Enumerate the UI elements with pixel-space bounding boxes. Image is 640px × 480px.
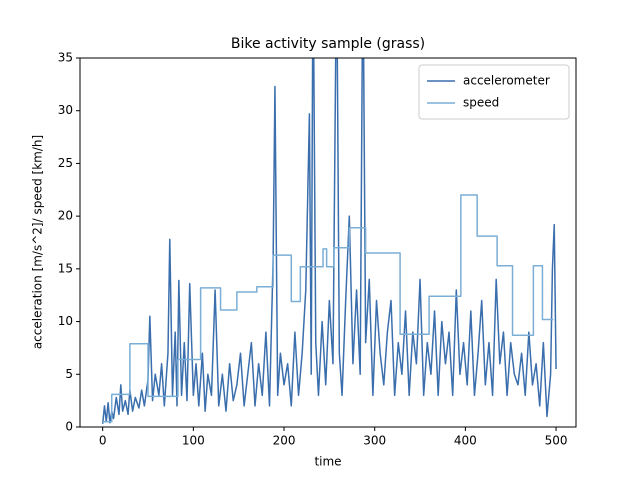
- x-tick-label: 500: [545, 434, 568, 448]
- y-tick-label: 25: [58, 156, 73, 170]
- line-series: [101, 58, 557, 424]
- chart-title: Bike activity sample (grass): [231, 36, 425, 52]
- legend-label: speed: [463, 96, 499, 110]
- x-tick-label: 200: [273, 434, 296, 448]
- y-tick-label: 35: [58, 51, 73, 65]
- y-tick-label: 10: [58, 314, 73, 328]
- y-tick-label: 15: [58, 261, 73, 275]
- axes-frame: [79, 57, 577, 428]
- legend-label: accelerometer: [463, 74, 550, 88]
- x-axis-label: time: [314, 455, 341, 469]
- plot-area: [101, 58, 557, 424]
- y-tick-label: 30: [58, 103, 73, 117]
- legend-box: [418, 64, 570, 120]
- x-tick-label: 400: [454, 434, 477, 448]
- y-tick-label: 5: [65, 367, 73, 381]
- y-axis-label: acceleration [m/s^2]/ speed [km/h]: [31, 135, 45, 349]
- x-tick-label: 300: [363, 434, 386, 448]
- y-tick-label: 0: [65, 420, 73, 434]
- x-tick-label: 0: [99, 434, 107, 448]
- line-series: [102, 194, 554, 423]
- x-tick-label: 100: [182, 434, 205, 448]
- y-tick-label: 20: [58, 209, 73, 223]
